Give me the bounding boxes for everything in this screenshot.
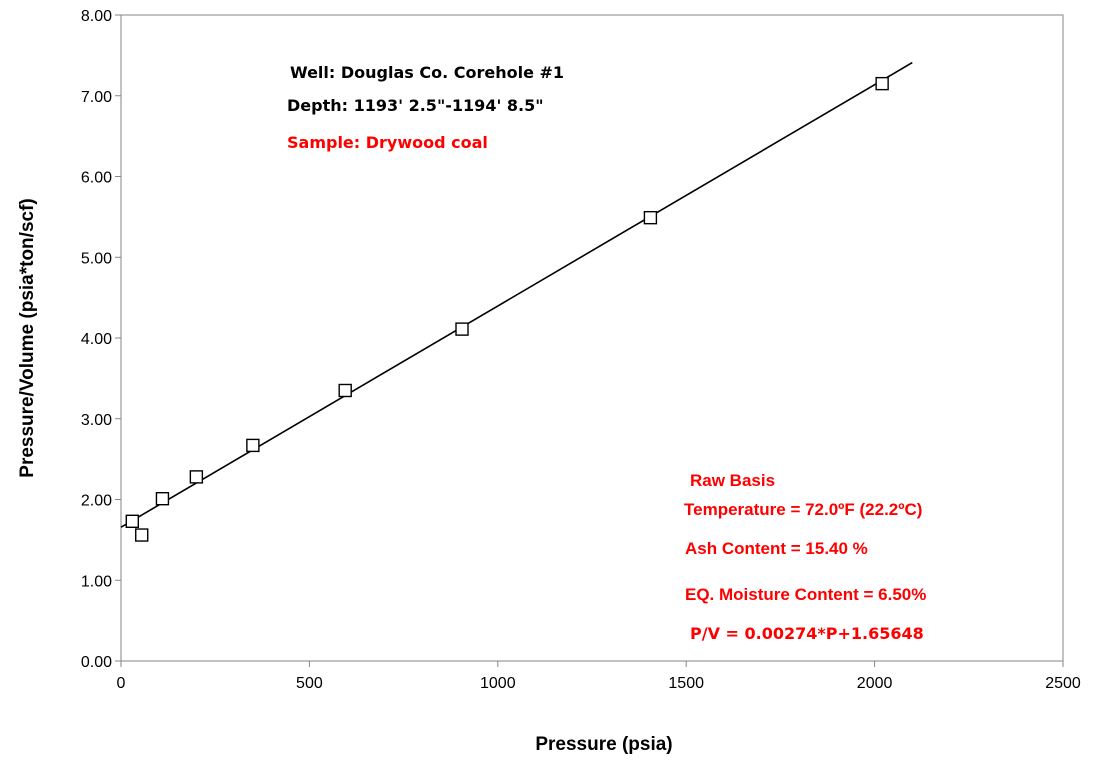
y-tick-label: 3.00 xyxy=(81,412,112,429)
data-point xyxy=(155,491,170,506)
data-point xyxy=(875,76,889,91)
y-axis: 0.00 1.00 2.00 3.00 4.00 5.00 6.00 7.00 8.00 xyxy=(81,8,121,671)
x-tick-label: 2500 xyxy=(1045,675,1081,692)
x-tick-label: 500 xyxy=(296,675,323,692)
plot-area xyxy=(120,14,1064,662)
x-tick-label: 1500 xyxy=(668,675,704,692)
data-point xyxy=(246,438,260,453)
data-point xyxy=(455,322,469,336)
data-point xyxy=(338,383,352,398)
data-point xyxy=(135,528,149,542)
data-point xyxy=(189,470,204,484)
temperature-annotation: Temperature = 72.0ºF (22.2ºC) xyxy=(684,500,922,519)
data-points xyxy=(125,76,889,542)
y-tick-label: 8.00 xyxy=(81,8,112,25)
basis-annotation: Raw Basis xyxy=(690,471,775,490)
ash-annotation: Ash Content = 15.40 % xyxy=(685,539,868,558)
x-axis: 0 500 1000 1500 2000 2500 xyxy=(117,661,1081,692)
y-axis-title: Pressure/Volume (psia*ton/scf) xyxy=(17,198,38,477)
well-annotation: Well: Douglas Co. Corehole #1 xyxy=(290,63,564,82)
fit-line xyxy=(120,61,913,528)
y-tick-label: 4.00 xyxy=(81,331,112,348)
y-tick-label: 1.00 xyxy=(81,573,112,590)
y-tick-label: 0.00 xyxy=(81,654,112,671)
x-axis-title: Pressure (psia) xyxy=(535,734,672,755)
y-tick-label: 5.00 xyxy=(81,250,112,267)
moisture-annotation: EQ. Moisture Content = 6.50% xyxy=(685,585,926,604)
data-point xyxy=(643,210,658,225)
y-tick-label: 6.00 xyxy=(81,170,112,187)
equation-annotation: P/V = 0.00274*P+1.65648 xyxy=(690,624,924,643)
sample-annotation: Sample: Drywood coal xyxy=(287,133,488,152)
plot-frame xyxy=(120,14,1064,662)
y-tick-label: 2.00 xyxy=(81,493,112,510)
x-tick-label: 2000 xyxy=(857,675,893,692)
data-point xyxy=(125,514,140,529)
x-tick-label: 0 xyxy=(117,675,126,692)
x-tick-label: 1000 xyxy=(480,675,516,692)
depth-annotation: Depth: 1193' 2.5"-1194' 8.5" xyxy=(287,96,544,115)
y-tick-label: 7.00 xyxy=(81,89,112,106)
